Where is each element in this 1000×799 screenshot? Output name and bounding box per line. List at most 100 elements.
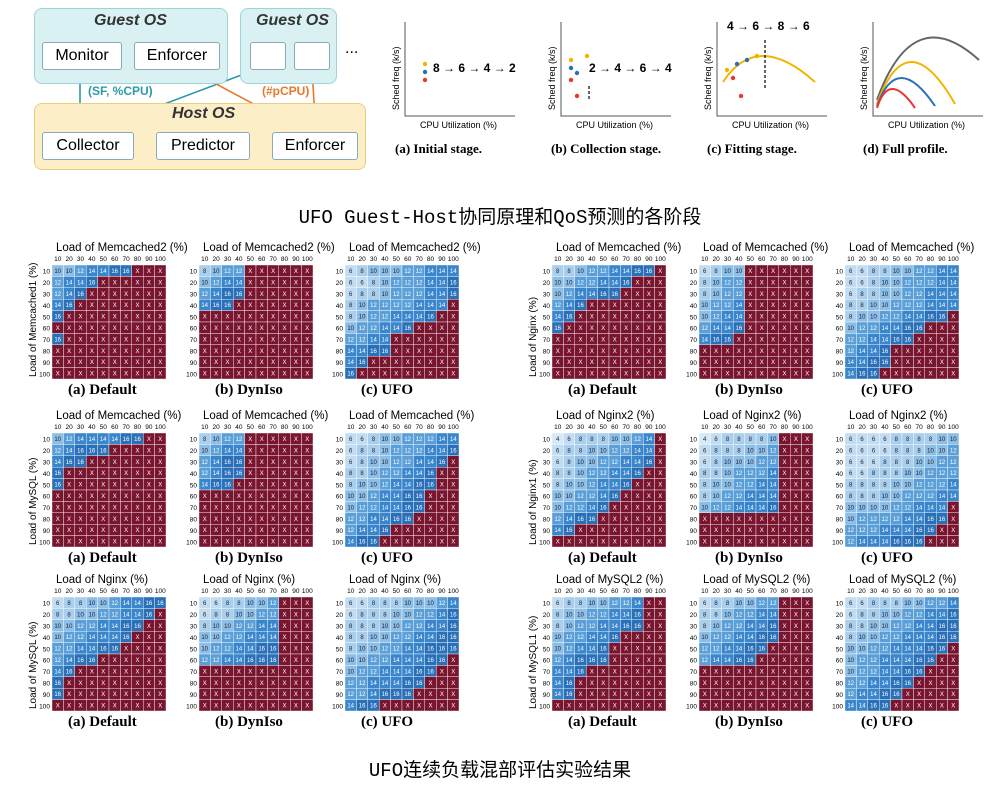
heatmap-cell-label: 16 [882,360,889,366]
heatmap-cell-label: 16 [123,437,130,443]
heatmap-cell-label: 14 [566,517,573,523]
heatmap-cell-label: 12 [347,517,354,523]
y-tick-label: 60 [190,326,198,333]
heatmap-cell-label: 10 [859,635,866,641]
heatmap-cell-label: X [78,669,82,675]
heatmap-cell-label: X [305,483,309,489]
heatmap-cell-label: X [658,669,662,675]
heatmap-cell-label: X [113,658,117,664]
x-tick-label: 50 [100,588,108,595]
x-tick-label: 90 [645,424,653,431]
heatmap-cell-label: 10 [382,280,389,286]
heatmap-cell-label: 16 [213,483,220,489]
heatmap-cell-label: 12 [589,624,596,630]
heatmap-cell-label: 4 [556,437,560,443]
heatmap-cell-label: X [951,681,955,687]
heatmap-cell-label: 16 [416,669,423,675]
heatmap-cell-label: 14 [427,292,434,298]
heatmap-cell-label: 10 [736,460,743,466]
x-tick-label: 90 [645,588,653,595]
heatmap-cell-label: 8 [602,437,606,443]
heatmap-cell-label: X [158,494,162,500]
y-tick-label: 80 [43,681,51,688]
heatmap-cell-label: X [725,692,729,698]
heatmap-cell-label: 8 [895,460,899,466]
heatmap-cell-label: 14 [870,692,877,698]
heatmap-cell-label: X [635,483,639,489]
heatmap-cell-label: X [305,624,309,630]
heatmap-cell-label: X [725,704,729,710]
heatmap-cell-label: X [271,483,275,489]
heatmap-cell-label: 14 [450,601,457,607]
heatmap-cell-label: 12 [347,528,354,534]
heatmap-cell-label: X [158,658,162,664]
heatmap-cell-label: 14 [123,612,130,618]
heatmap-cell-label: 14 [427,460,434,466]
heatmap-cell-label: 12 [359,505,366,511]
heatmap-caption: (a) Default [68,714,137,730]
heatmap-cell-label: 8 [737,437,741,443]
heatmap-cell-label: 8 [360,292,364,298]
heatmap-cell-label: X [601,669,605,675]
heatmap-cell-label: X [782,372,786,378]
heatmap-cell-label: X [294,448,298,454]
heatmap-cell-label: X [225,505,229,511]
heatmap-cell-label: X [101,517,105,523]
x-tick-label: 30 [224,424,232,431]
y-tick-label: 90 [836,528,844,535]
x-tick-label: 20 [65,588,73,595]
heatmap-cell-label: 12 [882,635,889,641]
heatmap-cell-label: 10 [370,269,377,275]
y-tick-label: 60 [543,494,551,501]
y-tick-label: 30 [836,460,844,467]
heatmap-cell-label: 8 [703,471,707,477]
heatmap-cell-label: 10 [724,471,731,477]
y-tick-label: 70 [836,337,844,344]
heatmap-cell-label: 10 [370,647,377,653]
stage-xlabel: CPU Utilization (%) [420,120,497,130]
x-tick-label: 60 [258,256,266,263]
heatmap-cell-label: X [260,517,264,523]
heatmap-cell-label: 12 [611,460,618,466]
heatmap-cell-label: 16 [382,528,389,534]
heatmap-cell-label: X [658,360,662,366]
heatmap-cell-label: X [917,360,921,366]
y-tick-label: 80 [43,349,51,356]
heatmap-cell-label: X [158,517,162,523]
heatmap-cell-label: X [440,315,444,321]
heatmap-cell-label: 8 [349,647,353,653]
heatmap-cell-label: X [428,372,432,378]
heatmap-cell-label: 10 [758,448,765,454]
heatmap-cell-label: X [135,471,139,477]
heatmap-cell-label: X [760,280,764,286]
heatmap-cell-label: X [805,483,809,489]
heatmap-cell-label: X [90,326,94,332]
heatmap-cell-label: 12 [416,269,423,275]
heatmap-cell-label: 16 [893,540,900,546]
heatmap-cell [801,699,814,712]
heatmap-cell-label: 14 [427,280,434,286]
heatmap-cell-label: 14 [77,437,84,443]
heatmap-cell-label: 12 [416,448,423,454]
heatmap-cell-label: 14 [859,704,866,710]
heatmap-cell-label: 12 [404,448,411,454]
heatmap-cell-label: 14 [859,540,866,546]
heatmap-cell-label: X [703,349,707,355]
x-tick-label: 50 [600,588,608,595]
heatmap-cell-label: 10 [566,280,573,286]
heatmap-cell-label: X [613,658,617,664]
heatmap-cell-label: X [158,292,162,298]
heatmap-cell-label: 10 [566,612,573,618]
y-tick-label: 30 [690,292,698,299]
heatmap-cell-label: X [794,635,798,641]
heatmap-cell-label: X [635,280,639,286]
heatmap-cell-label: X [951,528,955,534]
heatmap-cell-label: 8 [360,612,364,618]
heatmap-xlabel: Load of MySQL2 (%) [703,574,811,586]
heatmap-cell-label: X [158,280,162,286]
heatmap-group-3: Load of MySQL (%) Load of Memcached (%) 10… [0,410,500,570]
stage-point [568,57,574,63]
x-tick-label: 10 [201,256,209,263]
heatmap-cell-label: 12 [347,337,354,343]
heatmap-cell-label: X [624,658,628,664]
